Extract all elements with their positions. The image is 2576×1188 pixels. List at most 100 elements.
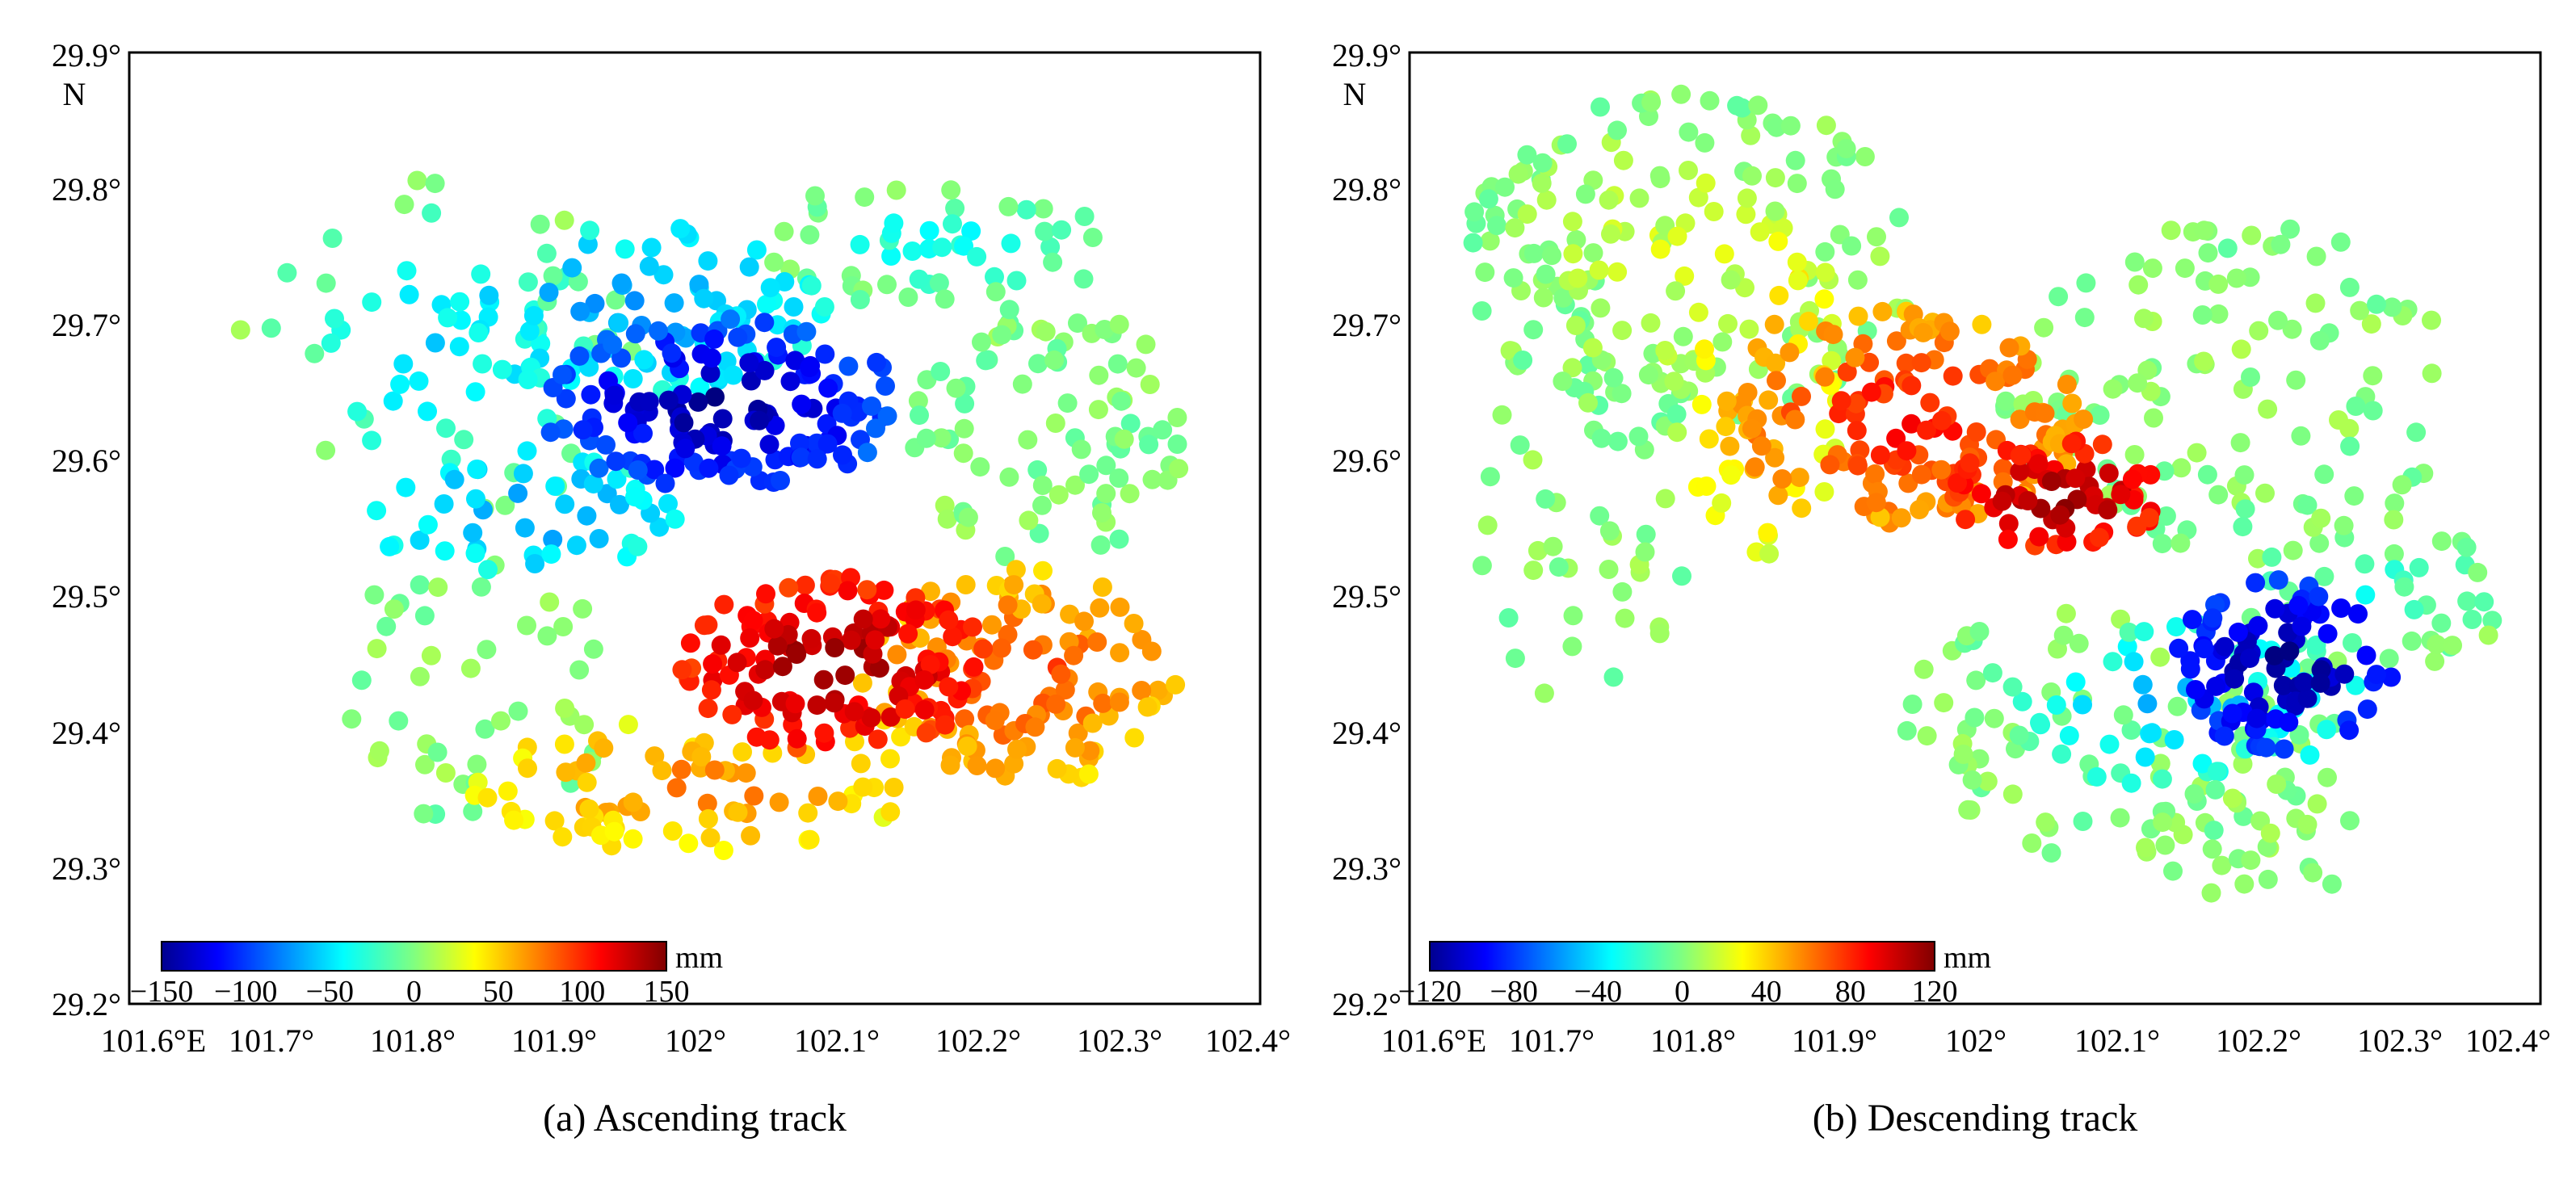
scatter-point [475,719,495,739]
scatter-point [2103,652,2123,672]
scatter-point [1641,313,1661,333]
scatter-point [469,323,489,342]
scatter-point [2069,633,2089,653]
scatter-point [807,602,827,623]
y-tick-label: 29.5° [1332,578,1401,615]
scatter-point [1769,285,1789,305]
scatter-point [1480,467,1500,487]
scatter-point [2192,754,2213,774]
scatter-point [855,187,875,208]
scatter-point [1139,434,1159,455]
scatter-point [384,599,404,619]
scatter-point [2057,375,2077,394]
scatter-point [2404,599,2424,619]
scatter-point [2136,837,2155,858]
scatter-point [2297,814,2318,834]
scatter-point [1636,524,1656,544]
scatter-point [2392,475,2412,495]
scatter-point [817,434,838,454]
scatter-point [2222,788,2242,808]
scatter-point [2268,570,2288,590]
scatter-point [1741,125,1761,145]
y-tick-label: 29.2° [1332,986,1401,1022]
scatter-point [741,825,761,846]
x-tick-label: 102.3° [2357,1022,2443,1059]
scatter-point [2128,373,2148,393]
scatter-point [1492,405,1512,425]
scatter-point [698,251,718,271]
y-tick-label: 29.5° [52,578,121,615]
scatter-point [2073,812,2093,831]
scatter-point [1628,426,1649,447]
scatter-point [739,353,759,373]
scatter-point [540,592,560,612]
scatter-point [807,449,827,469]
scatter-point [1136,334,1156,355]
scatter-point [1599,521,1620,541]
scatter-point [759,730,780,750]
scatter-point [731,448,751,468]
scatter-point [694,288,714,309]
scatter-point [2035,403,2055,423]
scatter-point [2205,779,2225,800]
scatter-point [2286,370,2306,390]
scatter-point [2076,273,2096,293]
scatter-point [814,297,834,317]
scatter-point [2443,636,2462,656]
y-tick-label: 29.8° [1332,171,1401,208]
scatter-point [2367,665,2386,685]
scatter-point [2274,739,2294,759]
scatter-point [2057,531,2077,552]
scatter-point [1960,453,1980,473]
scatter-point [2133,674,2153,695]
scatter-point [581,384,601,405]
scatter-point [492,359,512,380]
scatter-point [1765,168,1785,188]
scatter-point [466,489,485,509]
scatter-point [2225,669,2245,689]
scatter-point [1848,306,1868,326]
scatter-point [609,313,629,333]
scatter-point [2346,397,2366,416]
scatter-point [1126,358,1146,378]
scatter-point [652,761,672,781]
scatter-point [1767,117,1787,137]
scatter-point [1036,321,1056,342]
scatter-point [1902,376,1922,396]
scatter-point [2273,675,2293,695]
scatter-point [2265,598,2285,619]
scatter-point [1696,476,1717,496]
scatter-point [919,220,939,241]
scatter-point [1872,301,1893,321]
scatter-point [491,711,511,731]
scatter-point [623,792,643,812]
scatter-point [2203,608,2223,628]
scatter-point [1045,413,1065,433]
scatter-point [2029,527,2049,547]
scatter-point [733,742,752,762]
scatter-point [1855,147,1875,166]
scatter-point [2202,839,2222,859]
scatter-point [2317,720,2337,740]
scatter-point [1612,384,1632,404]
scatter-point [1006,271,1027,291]
scatter-point [394,195,414,215]
scatter-point [877,275,897,295]
scatter-point [1044,350,1065,370]
scatter-point [1533,288,1553,308]
scatter-point [1032,476,1053,495]
colorbar-tick-label: −120 [1398,975,1461,1009]
scatter-point [1018,430,1038,450]
scatter-point [604,821,624,842]
scatter-point [444,469,464,489]
scatter-point [1120,413,1141,434]
scatter-point [2340,436,2360,456]
scatter-point [2121,773,2141,793]
x-tick-label: 101.6°E [101,1022,206,1059]
scatter-point [553,617,574,636]
scatter-point [1759,544,1780,564]
scatter-point [1742,418,1762,439]
scatter-point [1012,374,1032,394]
scatter-point [1060,604,1080,624]
scatter-point [739,257,759,277]
